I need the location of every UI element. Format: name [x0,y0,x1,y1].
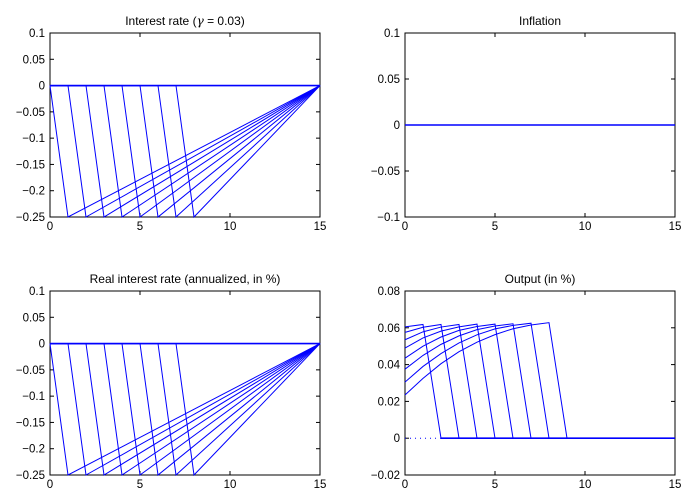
chart-4-ytick-label: 0.04 [378,360,401,372]
chart-2: Inflation 0 5 10 15 −0.1 −0.05 0 0.05 0.1 [371,14,682,233]
chart-1-axes-frame [49,32,321,218]
chart-4-ytick-label: −0.02 [371,470,400,482]
chart-4-xtick-label: 0 [402,479,408,491]
chart-1-xtick-label: 10 [224,221,237,233]
chart-1: Interest rate (γ = 0.03) 0 5 10 15 −0.25 −0.2 −… [16,14,327,233]
chart-4-title: Output (in %) [505,272,576,286]
chart-4-axes-frame [404,290,676,476]
chart-3-xtick-label: 15 [314,479,327,491]
chart-4-series-5-line [404,323,675,439]
chart-2-ytick-label: 0 [394,120,400,132]
chart-4: Output (in %)0 5 10 15−0.0200.020.040.060.0… [371,272,682,491]
chart-3: Real interest rate (annualized, in %) 0 5 1… [16,272,327,491]
chart-3-title: Real interest rate (annualized, in %) [90,272,281,286]
chart-4-xtick-label: 5 [492,479,498,491]
chart-3-series-1-line [49,343,321,476]
chart-3-ytick-label: −0.15 [16,417,45,429]
chart-3-ytick-label: 0.05 [23,312,45,324]
chart-1-xtick-label: 5 [137,221,143,233]
chart-4-ytick-label: 0 [394,433,400,445]
chart-3-ytick-label: −0.25 [16,470,45,482]
chart-2-xtick-label: 5 [492,221,498,233]
chart-1-ytick-label: 0.1 [29,28,45,40]
chart-2-ytick-label: 0.05 [378,74,400,86]
chart-1-series-1-line [49,85,321,218]
chart-3-ytick-label: −0.1 [22,391,45,403]
chart-2-xtick-label: 15 [669,221,682,233]
chart-1-ytick-label: −0.1 [22,133,45,145]
chart-1-xtick-label: 0 [47,221,53,233]
chart-4-series-7-line [404,322,675,439]
chart-1-series-8-line [50,85,321,219]
chart-2-xtick-label: 0 [402,221,408,233]
chart-2-ytick-label: 0.1 [384,28,400,40]
chart-4-xtick-label: 15 [669,479,682,491]
chart-2-ytick-label: −0.05 [371,166,400,178]
chart-3-series-8-line [50,343,321,477]
chart-3-ytick-label: −0.2 [22,444,45,456]
chart-3-ytick-label: 0.1 [29,286,45,298]
chart-3-xtick-label: 10 [224,479,237,491]
chart-2-ytick-label: −0.1 [377,212,400,224]
chart-4-ytick-label: 0.02 [378,396,400,408]
chart-1-ytick-label: −0.25 [16,212,45,224]
chart-3-axes-frame [49,290,321,476]
chart-3-xtick-label: 0 [47,479,53,491]
chart-1-ytick-label: −0.15 [16,159,45,171]
chart-1-ytick-label: 0.05 [23,54,45,66]
chart-1-title: Interest rate (γ = 0.03) [125,14,245,28]
chart-4-series-8-line [404,322,675,439]
chart-4-ytick-label: 0.08 [378,286,400,298]
chart-1-ytick-label: 0 [39,81,45,93]
chart-4-ytick-label: 0.06 [378,323,400,335]
chart-1-ytick-label: −0.05 [16,107,45,119]
chart-4-series-6-line [404,323,675,439]
chart-3-ytick-label: −0.05 [16,365,45,377]
chart-3-xtick-label: 5 [137,479,143,491]
chart-1-xtick-label: 15 [314,221,327,233]
chart-2-xtick-label: 10 [579,221,592,233]
chart-4-xtick-label: 10 [579,479,592,491]
chart-2-title: Inflation [519,14,561,28]
chart-3-ytick-label: 0 [39,339,45,351]
chart-1-ytick-label: −0.2 [22,186,45,198]
